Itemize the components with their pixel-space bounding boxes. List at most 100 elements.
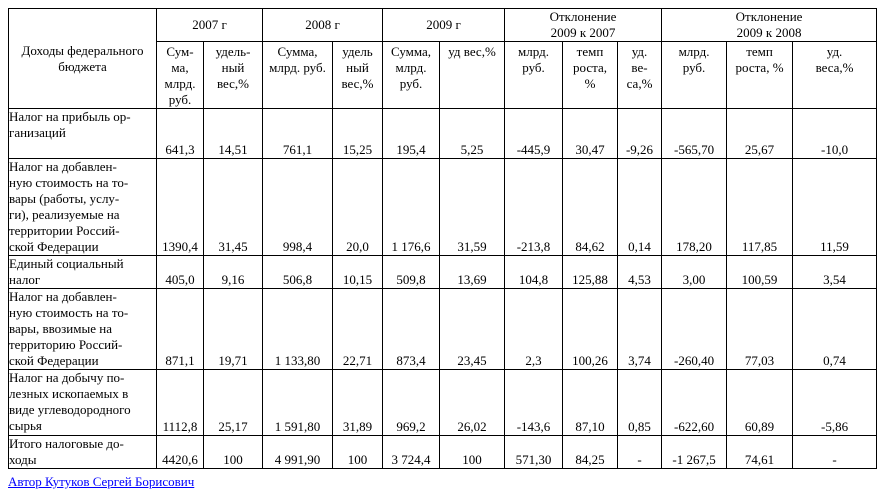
value-cell: 87,10 [562,369,618,436]
value-cell: 15,25 [332,108,383,159]
value-cell: 506,8 [262,255,333,289]
value-cell: 100 [332,435,383,469]
value-cell: - [792,435,878,469]
value-cell: -1 267,5 [661,435,728,469]
value-cell: -213,8 [504,158,563,256]
value-cell: 969,2 [382,369,440,436]
table-row: Единый социальный налог 405,0 9,16 506,8 10,… [8,255,878,289]
value-cell: 195,4 [382,108,440,159]
sub-header-growth-dev2008: темп роста, % [726,41,794,109]
value-cell: 4420,6 [156,435,204,469]
value-cell: 84,25 [562,435,618,469]
value-cell: 178,20 [661,158,728,256]
value-cell: 0,85 [616,369,663,436]
sub-header-sum-2007: Сум- ма, млрд. руб. [156,41,204,109]
header-sub-row: Сум- ма, млрд. руб. удель- ный вес,% Сум… [9,41,878,109]
row-label: Единый социальный налог [8,255,157,289]
value-cell: 31,89 [332,369,383,436]
deviation-2009-2008-header: Отклонение 2009 к 2008 [661,8,878,42]
value-cell: 23,45 [439,288,505,370]
value-cell: 20,0 [332,158,383,256]
value-cell: 19,71 [203,288,263,370]
corner-header: Доходы федерального бюджета [8,8,157,109]
value-cell: 77,03 [726,288,794,370]
table-body: Налог на прибыль ор- ганизаций 641,3 14,51… [8,108,878,469]
value-cell: 3,00 [661,255,728,289]
value-cell: 100 [439,435,505,469]
value-cell: 405,0 [156,255,204,289]
value-cell: 871,1 [156,288,204,370]
sub-header-growth-dev2007: темп роста, % [562,41,618,109]
sub-header-weight-2008: удель ный вес,% [332,41,383,109]
value-cell: -5,86 [792,369,878,436]
table-row: Налог на добавлен- ную стоимость на то- … [8,288,878,370]
value-cell: -143,6 [504,369,563,436]
value-cell: 13,69 [439,255,505,289]
row-label: Налог на прибыль ор- ганизаций [8,108,157,159]
value-cell: 1 176,6 [382,158,440,256]
value-cell: 74,61 [726,435,794,469]
sub-header-bln-dev2008: млрд. руб. [661,41,728,109]
table-row: Итого налоговые до- ходы 4420,6 100 4 991,9… [8,435,878,469]
value-cell: 31,59 [439,158,505,256]
sub-header-weight-dev2007: уд. ве- са,% [616,41,663,109]
value-cell: 117,85 [726,158,794,256]
value-cell: 25,67 [726,108,794,159]
sub-header-weight-2007: удель- ный вес,% [203,41,263,109]
value-cell: 873,4 [382,288,440,370]
value-cell: 1390,4 [156,158,204,256]
row-label: Налог на добавлен- ную стоимость на то- … [8,288,157,370]
value-cell: 100,26 [562,288,618,370]
value-cell: -565,70 [661,108,728,159]
value-cell: 100,59 [726,255,794,289]
value-cell: 104,8 [504,255,563,289]
sub-header-sum-2009: Сумма, млрд. руб. [382,41,440,109]
value-cell: 509,8 [382,255,440,289]
sub-header-bln-dev2007: млрд. руб. [504,41,563,109]
value-cell: 4,53 [616,255,663,289]
value-cell: 125,88 [562,255,618,289]
value-cell: - [616,435,663,469]
value-cell: 761,1 [262,108,333,159]
footer: Автор Кутуков Сергей Борисович [8,474,883,490]
header-year-row: Доходы федерального бюджета 2007 г 2008 … [8,8,878,109]
value-cell: 0,14 [616,158,663,256]
value-cell: 100 [203,435,263,469]
sub-header-weight-2009: уд вес,% [439,41,505,109]
row-label: Итого налоговые до- ходы [8,435,157,469]
table-row: Налог на добычу по- лезных ископаемых в … [8,369,878,436]
value-cell: 30,47 [562,108,618,159]
row-label: Налог на добавлен- ную стоимость на то- … [8,158,157,256]
value-cell: 3,54 [792,255,878,289]
value-cell: -9,26 [616,108,663,159]
value-cell: 1 133,80 [262,288,333,370]
value-cell: 4 991,90 [262,435,333,469]
value-cell: 60,89 [726,369,794,436]
value-cell: 998,4 [262,158,333,256]
author-link[interactable]: Автор Кутуков Сергей Борисович [8,474,195,489]
year-header-2007: 2007 г [156,8,263,42]
value-cell: 14,51 [203,108,263,159]
deviation-2009-2007-header: Отклонение 2009 к 2007 [503,8,663,42]
value-cell: 10,15 [332,255,383,289]
value-cell: 11,59 [792,158,878,256]
value-cell: 84,62 [562,158,618,256]
value-cell: 25,17 [203,369,263,436]
value-cell: -622,60 [661,369,728,436]
sub-header-sum-2008: Сумма, млрд. руб. [262,41,333,109]
value-cell: 5,25 [439,108,505,159]
row-label: Налог на добычу по- лезных ископаемых в … [8,369,157,436]
value-cell: 0,74 [792,288,878,370]
value-cell: 571,30 [504,435,563,469]
value-cell: 1112,8 [156,369,204,436]
value-cell: -260,40 [661,288,728,370]
table-row: Налог на прибыль ор- ганизаций 641,3 14,51… [8,108,878,159]
value-cell: -445,9 [504,108,563,159]
value-cell: -10,0 [792,108,878,159]
value-cell: 22,71 [332,288,383,370]
value-cell: 3 724,4 [382,435,440,469]
budget-table: Доходы федерального бюджета 2007 г 2008 … [8,8,878,469]
value-cell: 26,02 [439,369,505,436]
table-row: Налог на добавлен- ную стоимость на то- … [8,158,878,256]
